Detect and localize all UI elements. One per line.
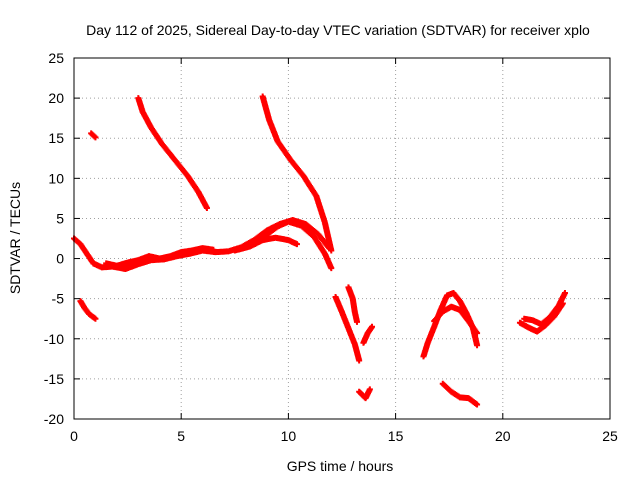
data-arc-arc-9 [345,284,361,325]
x-tick-label: 10 [281,428,297,444]
data-points [71,93,568,408]
y-tick-label: -20 [44,411,64,427]
x-tick-label: 0 [70,428,78,444]
data-arc-arc-7 [88,130,99,141]
tick-labels: 0 5 10 15 20 25 -20 -15 -10 -5 0 5 10 15 20 25 [44,50,618,444]
data-arc-arc-11 [360,323,376,346]
data-arc-arc-2 [103,245,217,269]
x-tick-label: 15 [388,428,404,444]
y-tick-label: -10 [44,331,64,347]
y-tick-label: 0 [56,251,64,267]
data-arc-arc-5 [135,95,210,212]
x-tick-label: 5 [177,428,185,444]
plot-frame [73,57,611,420]
data-arc-arc-17 [521,290,568,328]
x-axis-label: GPS time / hours [287,458,394,474]
data-arc-arc-14 [431,303,481,337]
y-axis-label: SDTVAR / TECUs [7,182,23,294]
data-arc-arc-8 [77,298,99,322]
y-tick-label: -15 [44,371,64,387]
x-tick-label: 25 [602,428,618,444]
chart-title: Day 112 of 2025, Sidereal Day-to-day VTE… [86,22,590,38]
y-tick-label: 15 [48,130,64,146]
y-tick-label: 25 [48,50,64,66]
y-tick-label: 10 [48,170,64,186]
data-arc-arc-4 [253,218,335,272]
y-tick-label: 20 [48,90,64,106]
data-arc-arc-15 [439,380,481,408]
x-tick-label: 20 [495,428,511,444]
data-arc-arc-10 [332,294,363,364]
data-arc-arc-6 [259,93,335,254]
y-tick-label: 5 [56,210,64,226]
data-arc-arc-12 [356,386,373,402]
y-tick-label: -5 [52,291,65,307]
axis-ticks [73,57,611,420]
